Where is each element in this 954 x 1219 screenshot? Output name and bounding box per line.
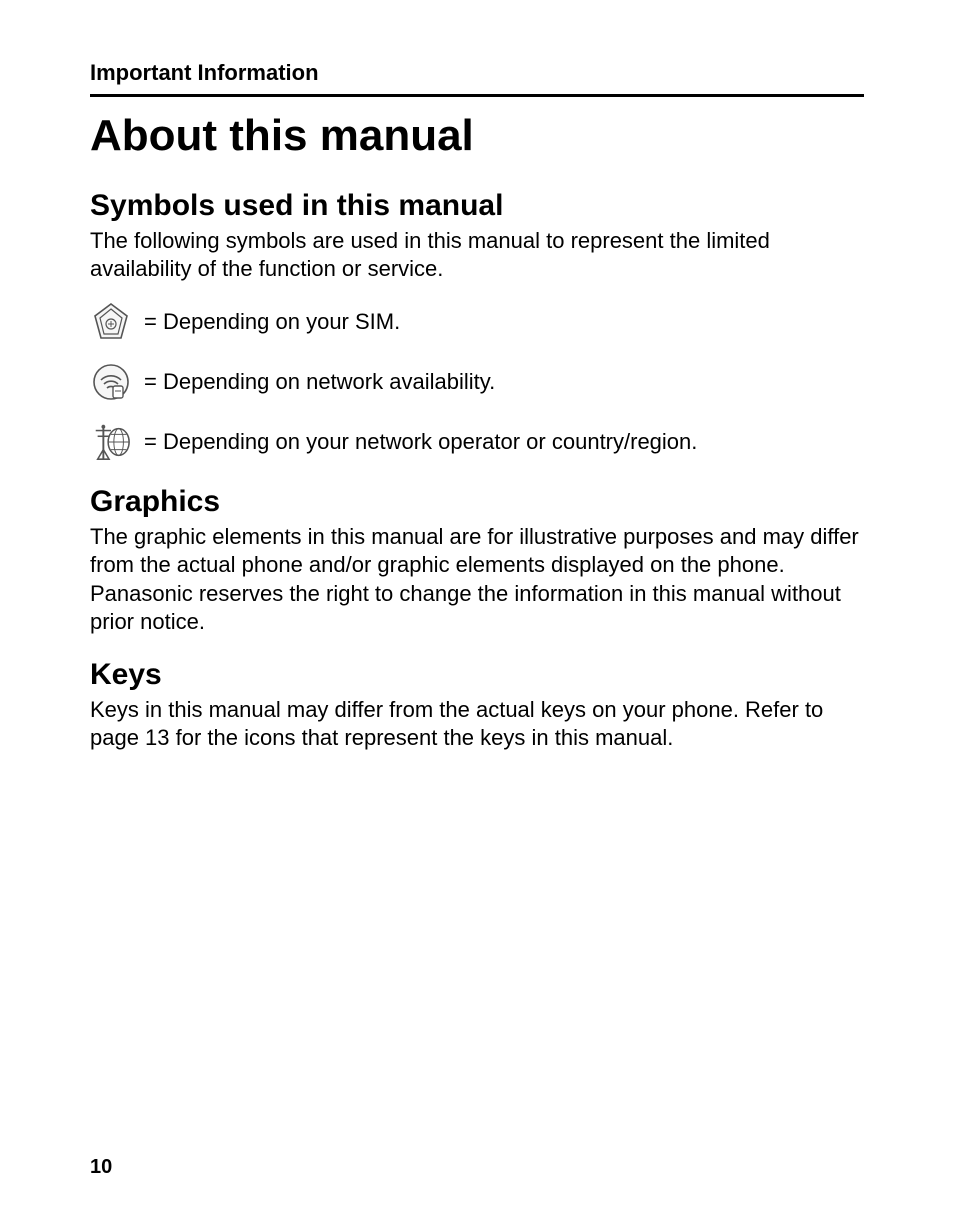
operator-icon [90,421,132,463]
symbol-row-sim: = Depending on your SIM. [90,301,864,343]
symbol-list: = Depending on your SIM. = Depending on … [90,301,864,463]
symbol-row-operator: = Depending on your network operator or … [90,421,864,463]
keys-heading: Keys [90,658,864,692]
symbol-row-network: = Depending on network availability. [90,361,864,403]
graphics-heading: Graphics [90,485,864,519]
network-icon [90,361,132,403]
symbol-text: = Depending on network availability. [144,369,495,395]
running-head: Important Information [90,60,864,97]
page-title: About this manual [90,111,864,161]
keys-body: Keys in this manual may differ from the … [90,696,864,752]
symbol-text: = Depending on your network operator or … [144,429,697,455]
page: Important Information About this manual … [0,0,954,1219]
symbols-intro: The following symbols are used in this m… [90,227,864,283]
graphics-body: The graphic elements in this manual are … [90,523,864,636]
symbols-heading: Symbols used in this manual [90,189,864,223]
sim-icon [90,301,132,343]
symbol-text: = Depending on your SIM. [144,309,400,335]
page-number: 10 [90,1156,112,1179]
